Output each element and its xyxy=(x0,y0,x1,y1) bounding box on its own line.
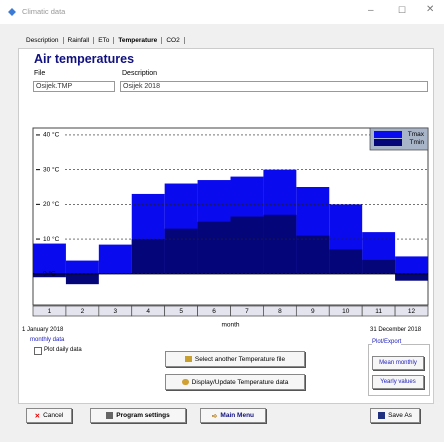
title-bar: Climatic data – ☐ ✕ xyxy=(0,0,444,24)
app-icon xyxy=(8,8,16,16)
yearly-values-button[interactable]: Yearly values xyxy=(372,375,424,389)
button-label: Select another Temperature file xyxy=(194,355,286,363)
x-tick-label: 6 xyxy=(212,308,216,315)
tab[interactable]: CO2 xyxy=(162,37,185,44)
legend-swatch xyxy=(374,131,402,138)
y-tick-label: 40 °C xyxy=(43,131,60,139)
description-label: Description xyxy=(122,70,158,77)
y-tick-label: 10 °C xyxy=(43,235,60,243)
x-tick-label: 3 xyxy=(113,308,117,315)
cancel-button[interactable]: ✕ Cancel xyxy=(26,408,72,423)
chart: 0 °C10 °C20 °C30 °C40 °C1 2 3 4 5 6 7 8 9 10 11 12m… xyxy=(32,127,429,329)
legend-label: Tmax xyxy=(408,131,425,138)
x-tick-label: 11 xyxy=(375,308,382,315)
x-tick-label: 9 xyxy=(311,308,315,315)
x-tick-label: 5 xyxy=(179,308,183,315)
close[interactable]: ✕ xyxy=(426,4,435,15)
month-box xyxy=(394,305,429,317)
bar xyxy=(263,214,297,274)
y-tick-label: 20 °C xyxy=(43,200,60,208)
bar xyxy=(131,239,165,274)
plot-export-title: Plot/Export xyxy=(372,339,402,345)
display-button[interactable]: Display/Update Temperature data xyxy=(165,374,305,390)
legend-label: Tmin xyxy=(410,139,425,146)
maximize[interactable]: ☐ xyxy=(398,5,407,15)
tab[interactable]: ETo xyxy=(94,37,115,44)
save-as-button[interactable]: Save As xyxy=(370,408,420,423)
x-tick-label: 1 xyxy=(48,308,52,315)
bar xyxy=(329,249,363,274)
bar xyxy=(395,256,428,274)
bar xyxy=(197,221,231,274)
x-tick-label: 7 xyxy=(245,308,249,315)
button-label: Cancel xyxy=(43,412,64,419)
button-label: Save As xyxy=(388,412,412,419)
heading: Air temperatures xyxy=(34,52,135,66)
y-tick-label: 30 °C xyxy=(43,165,60,173)
button-label: Display/Update Temperature data xyxy=(191,378,289,386)
program-settings-button[interactable]: Program settings xyxy=(90,408,186,423)
x-tick-label: 12 xyxy=(408,308,416,315)
select-file-button[interactable]: Select another Temperature file xyxy=(165,351,305,367)
bar xyxy=(65,273,99,285)
file-label: File xyxy=(34,70,46,77)
tab[interactable]: Description xyxy=(22,37,64,44)
mean-monthly-button[interactable]: Mean monthly xyxy=(372,356,424,370)
bar xyxy=(65,260,99,274)
file-input: Osijek.TMP xyxy=(33,81,115,92)
window-title: Climatic data xyxy=(22,7,66,16)
description-input: Osijek 2018 xyxy=(120,81,428,92)
tab-bar: Description Rainfall ETo Temperature CO2 xyxy=(22,37,185,44)
checkbox[interactable] xyxy=(34,347,42,355)
bar xyxy=(362,259,396,274)
x-tick-label: 4 xyxy=(146,308,150,315)
minimize[interactable]: – xyxy=(368,5,374,16)
x-tick-label: 8 xyxy=(278,308,282,315)
checkbox-label: Plot daily data xyxy=(44,347,82,353)
bar xyxy=(395,273,428,281)
bar xyxy=(33,243,66,274)
button-label: Main Menu xyxy=(220,412,255,419)
tab[interactable]: Rainfall xyxy=(64,37,95,44)
tab[interactable]: Temperature xyxy=(114,37,163,44)
date-start: 1 January 2018 xyxy=(22,327,64,333)
legend-swatch xyxy=(374,139,402,146)
bar xyxy=(33,273,66,278)
bar xyxy=(164,228,198,274)
bar xyxy=(230,216,264,274)
bar xyxy=(296,235,330,274)
bar xyxy=(98,244,132,274)
x-tick-label: 10 xyxy=(342,308,350,315)
x-axis-label: month xyxy=(221,322,239,329)
y-tick-label: 0 °C xyxy=(43,269,56,277)
monthly-label: monthly data xyxy=(30,337,65,343)
date-end: 31 December 2018 xyxy=(370,327,422,333)
main-menu-button[interactable]: ➪ Main Menu xyxy=(200,408,266,423)
x-tick-label: 2 xyxy=(81,308,85,315)
button-label: Program settings xyxy=(116,412,170,419)
